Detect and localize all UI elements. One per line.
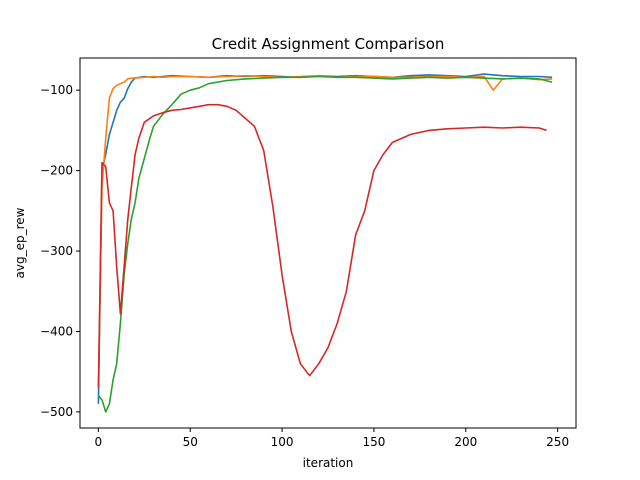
series-line-red bbox=[97, 103, 547, 388]
plot-frame bbox=[79, 57, 577, 429]
y-tick-label: −400 bbox=[40, 324, 73, 338]
x-tick-label: 0 bbox=[95, 435, 103, 449]
plot-area bbox=[80, 58, 576, 428]
x-axis-label: iteration bbox=[303, 456, 354, 470]
x-tick-label: 250 bbox=[546, 435, 569, 449]
y-axis-label: avg_ep_rew bbox=[13, 207, 27, 278]
y-tick-label: −300 bbox=[40, 244, 73, 258]
ticks-layer: 0 50 100 150 200 250 −500 −400 −300 −200 −100 bbox=[40, 83, 569, 449]
y-tick-label: −500 bbox=[40, 405, 73, 419]
x-tick-label: 50 bbox=[183, 435, 198, 449]
y-tick-label: −100 bbox=[40, 83, 73, 97]
x-tick-label: 100 bbox=[271, 435, 294, 449]
chart-title: Credit Assignment Comparison bbox=[212, 35, 445, 53]
x-tick-label: 200 bbox=[454, 435, 477, 449]
y-tick-label: −200 bbox=[40, 164, 73, 178]
x-tick-label: 150 bbox=[362, 435, 385, 449]
series-layer bbox=[97, 73, 553, 413]
